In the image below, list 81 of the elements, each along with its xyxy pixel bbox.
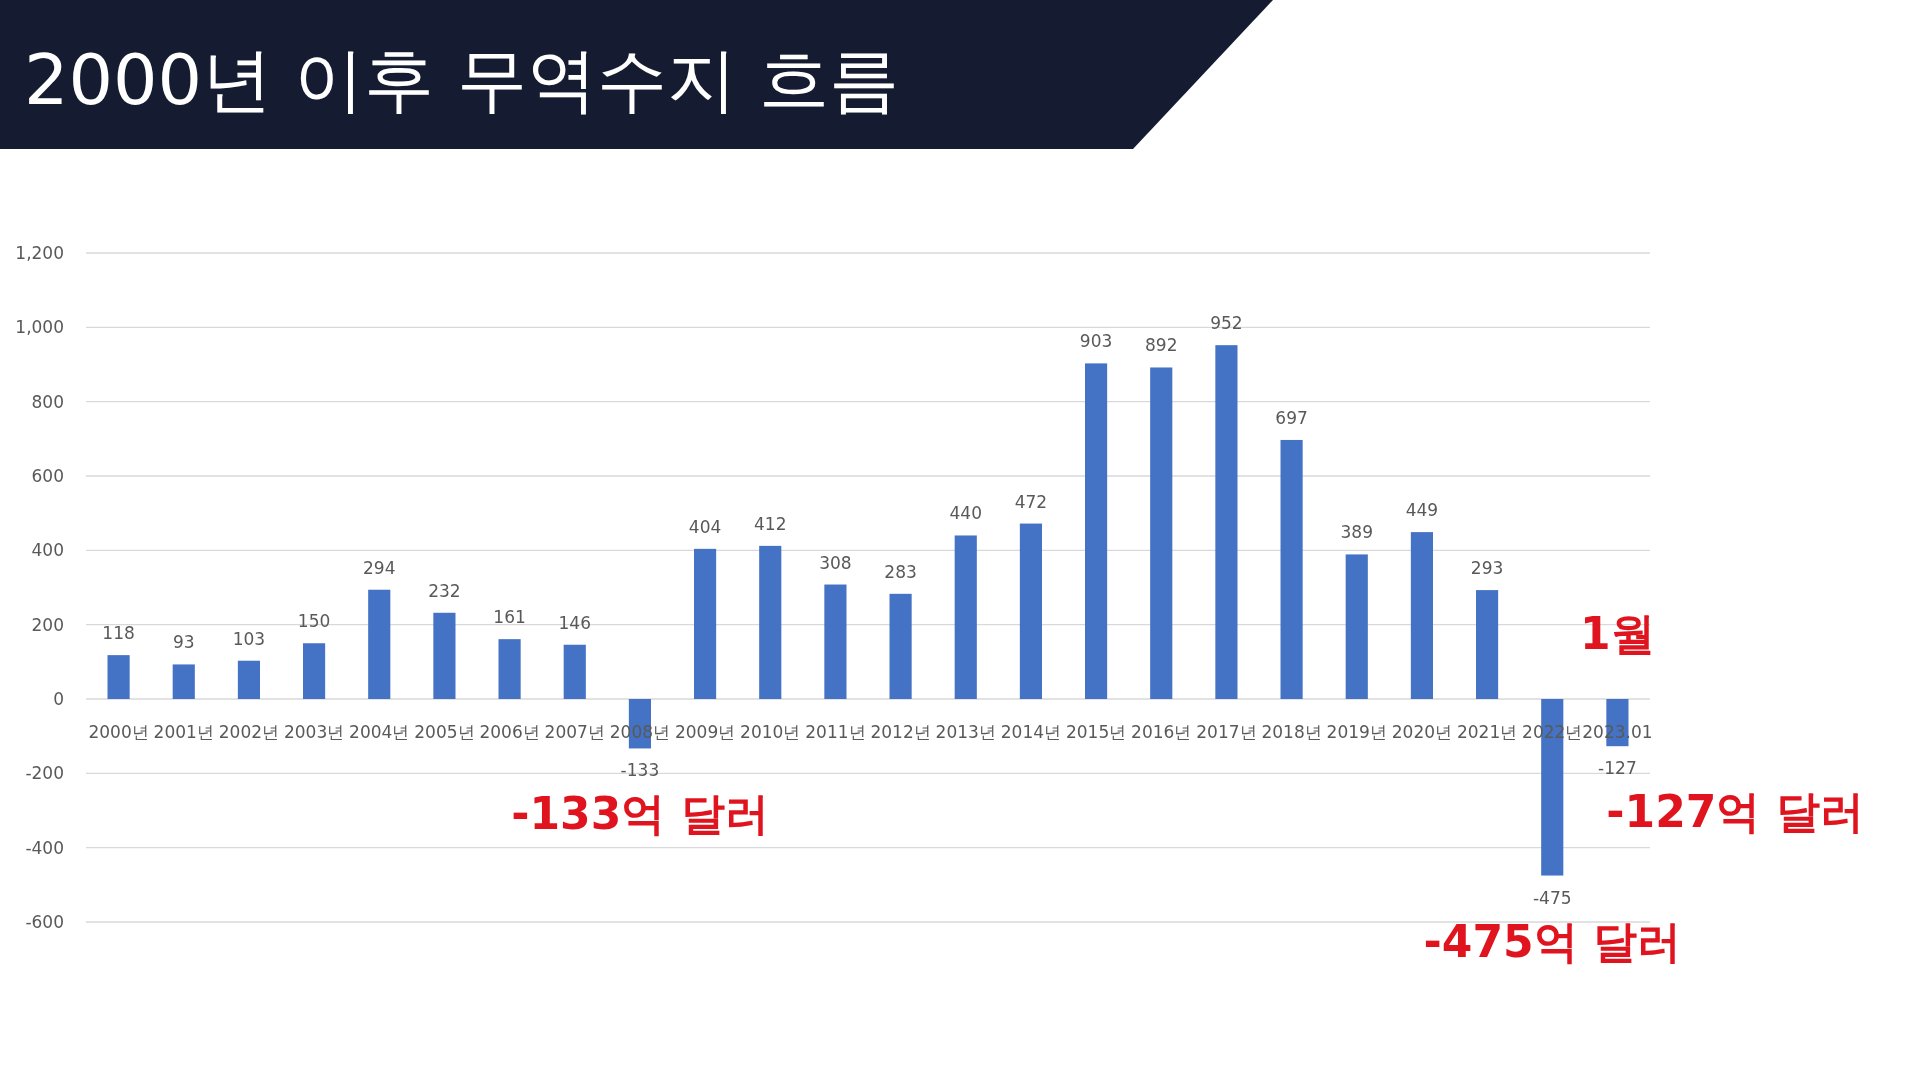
bar (824, 584, 847, 699)
y-tick-label: -400 (25, 837, 64, 858)
bar (1345, 554, 1368, 699)
bar (954, 535, 977, 699)
x-tick-label: 2018년 (1261, 722, 1322, 742)
x-tick-label: 2006년 (479, 722, 540, 742)
data-label: 146 (558, 612, 591, 633)
data-label: 892 (1145, 335, 1178, 356)
x-tick-label: 2011년 (805, 722, 866, 742)
x-tick-label: 2020년 (1391, 722, 1453, 742)
y-tick-label: 600 (31, 466, 64, 486)
x-tick-label: 2002년 (218, 722, 280, 742)
bar (759, 545, 782, 699)
bar (1085, 363, 1108, 699)
data-label: 150 (297, 611, 331, 632)
y-tick-label: 800 (31, 391, 64, 412)
x-tick-label: 2021년 (1456, 722, 1518, 742)
data-label: 161 (493, 607, 526, 628)
y-tick-label: -600 (25, 912, 64, 932)
bar (172, 664, 195, 699)
x-tick-label: 2009년 (674, 722, 736, 742)
data-label: 952 (1210, 313, 1243, 334)
bar (498, 639, 521, 699)
data-label: -475 (1532, 887, 1572, 908)
bar (1150, 367, 1173, 699)
y-tick-label: 0 (53, 689, 64, 709)
y-tick-label: 1,000 (15, 317, 64, 338)
annotation: 1월 (1580, 608, 1655, 659)
bar (1410, 532, 1433, 699)
x-tick-label: 2003년 (283, 722, 345, 742)
data-label: -133 (620, 760, 660, 781)
data-label: 412 (754, 513, 787, 534)
x-tick-label: 2005년 (414, 722, 475, 742)
x-tick-label: 2014년 (1000, 722, 1062, 742)
bar (433, 612, 456, 699)
y-tick-label: -200 (25, 763, 64, 784)
bar (303, 643, 326, 699)
data-label: 93 (172, 632, 195, 653)
bar (107, 655, 130, 699)
data-label: 404 (688, 516, 722, 537)
x-tick-label: 2012년 (870, 722, 931, 742)
x-tick-label: 2013년 (935, 722, 996, 742)
data-label: 293 (1470, 558, 1504, 579)
data-label: 449 (1405, 500, 1439, 521)
x-tick-label: 2019년 (1326, 722, 1387, 742)
bar (1280, 439, 1303, 699)
data-label: 389 (1340, 522, 1373, 543)
bar (889, 593, 912, 699)
data-label: 903 (1079, 331, 1113, 352)
data-label: 232 (428, 580, 461, 601)
annotation: -127억 달러 (1606, 786, 1864, 838)
bar (1215, 345, 1238, 699)
data-label: -127 (1598, 758, 1637, 779)
x-tick-label: 2000년 (88, 722, 149, 742)
y-tick-label: 400 (31, 540, 64, 561)
annotation: -475억 달러 (1423, 915, 1681, 967)
data-label: 308 (819, 552, 852, 573)
data-label: 103 (232, 628, 266, 649)
data-label: 283 (884, 561, 917, 582)
data-label: 294 (363, 557, 396, 578)
x-tick-label: 2016년 (1131, 722, 1192, 742)
bar (368, 589, 391, 699)
bar (237, 660, 260, 699)
x-tick-label: 2001년 (153, 722, 214, 742)
x-tick-label: 2010년 (740, 722, 801, 742)
chart-title: 2000년 이후 무역수지 흐름 (24, 39, 899, 121)
data-label: 472 (1014, 491, 1048, 512)
bar (1019, 523, 1042, 699)
data-label: 697 (1275, 407, 1308, 428)
y-tick-label: 200 (31, 614, 64, 635)
annotation: -133억 달러 (511, 788, 769, 840)
x-tick-label: 2015년 (1065, 722, 1127, 742)
data-label: 440 (949, 503, 982, 524)
bar (694, 548, 717, 699)
data-label: 118 (102, 623, 135, 644)
bar (563, 644, 586, 699)
x-tick-label: 2004년 (349, 722, 410, 742)
x-tick-label: 2017년 (1196, 722, 1257, 742)
bar (1476, 590, 1499, 699)
y-tick-label: 1,200 (15, 243, 64, 263)
x-tick-label: 2007년 (544, 722, 605, 742)
